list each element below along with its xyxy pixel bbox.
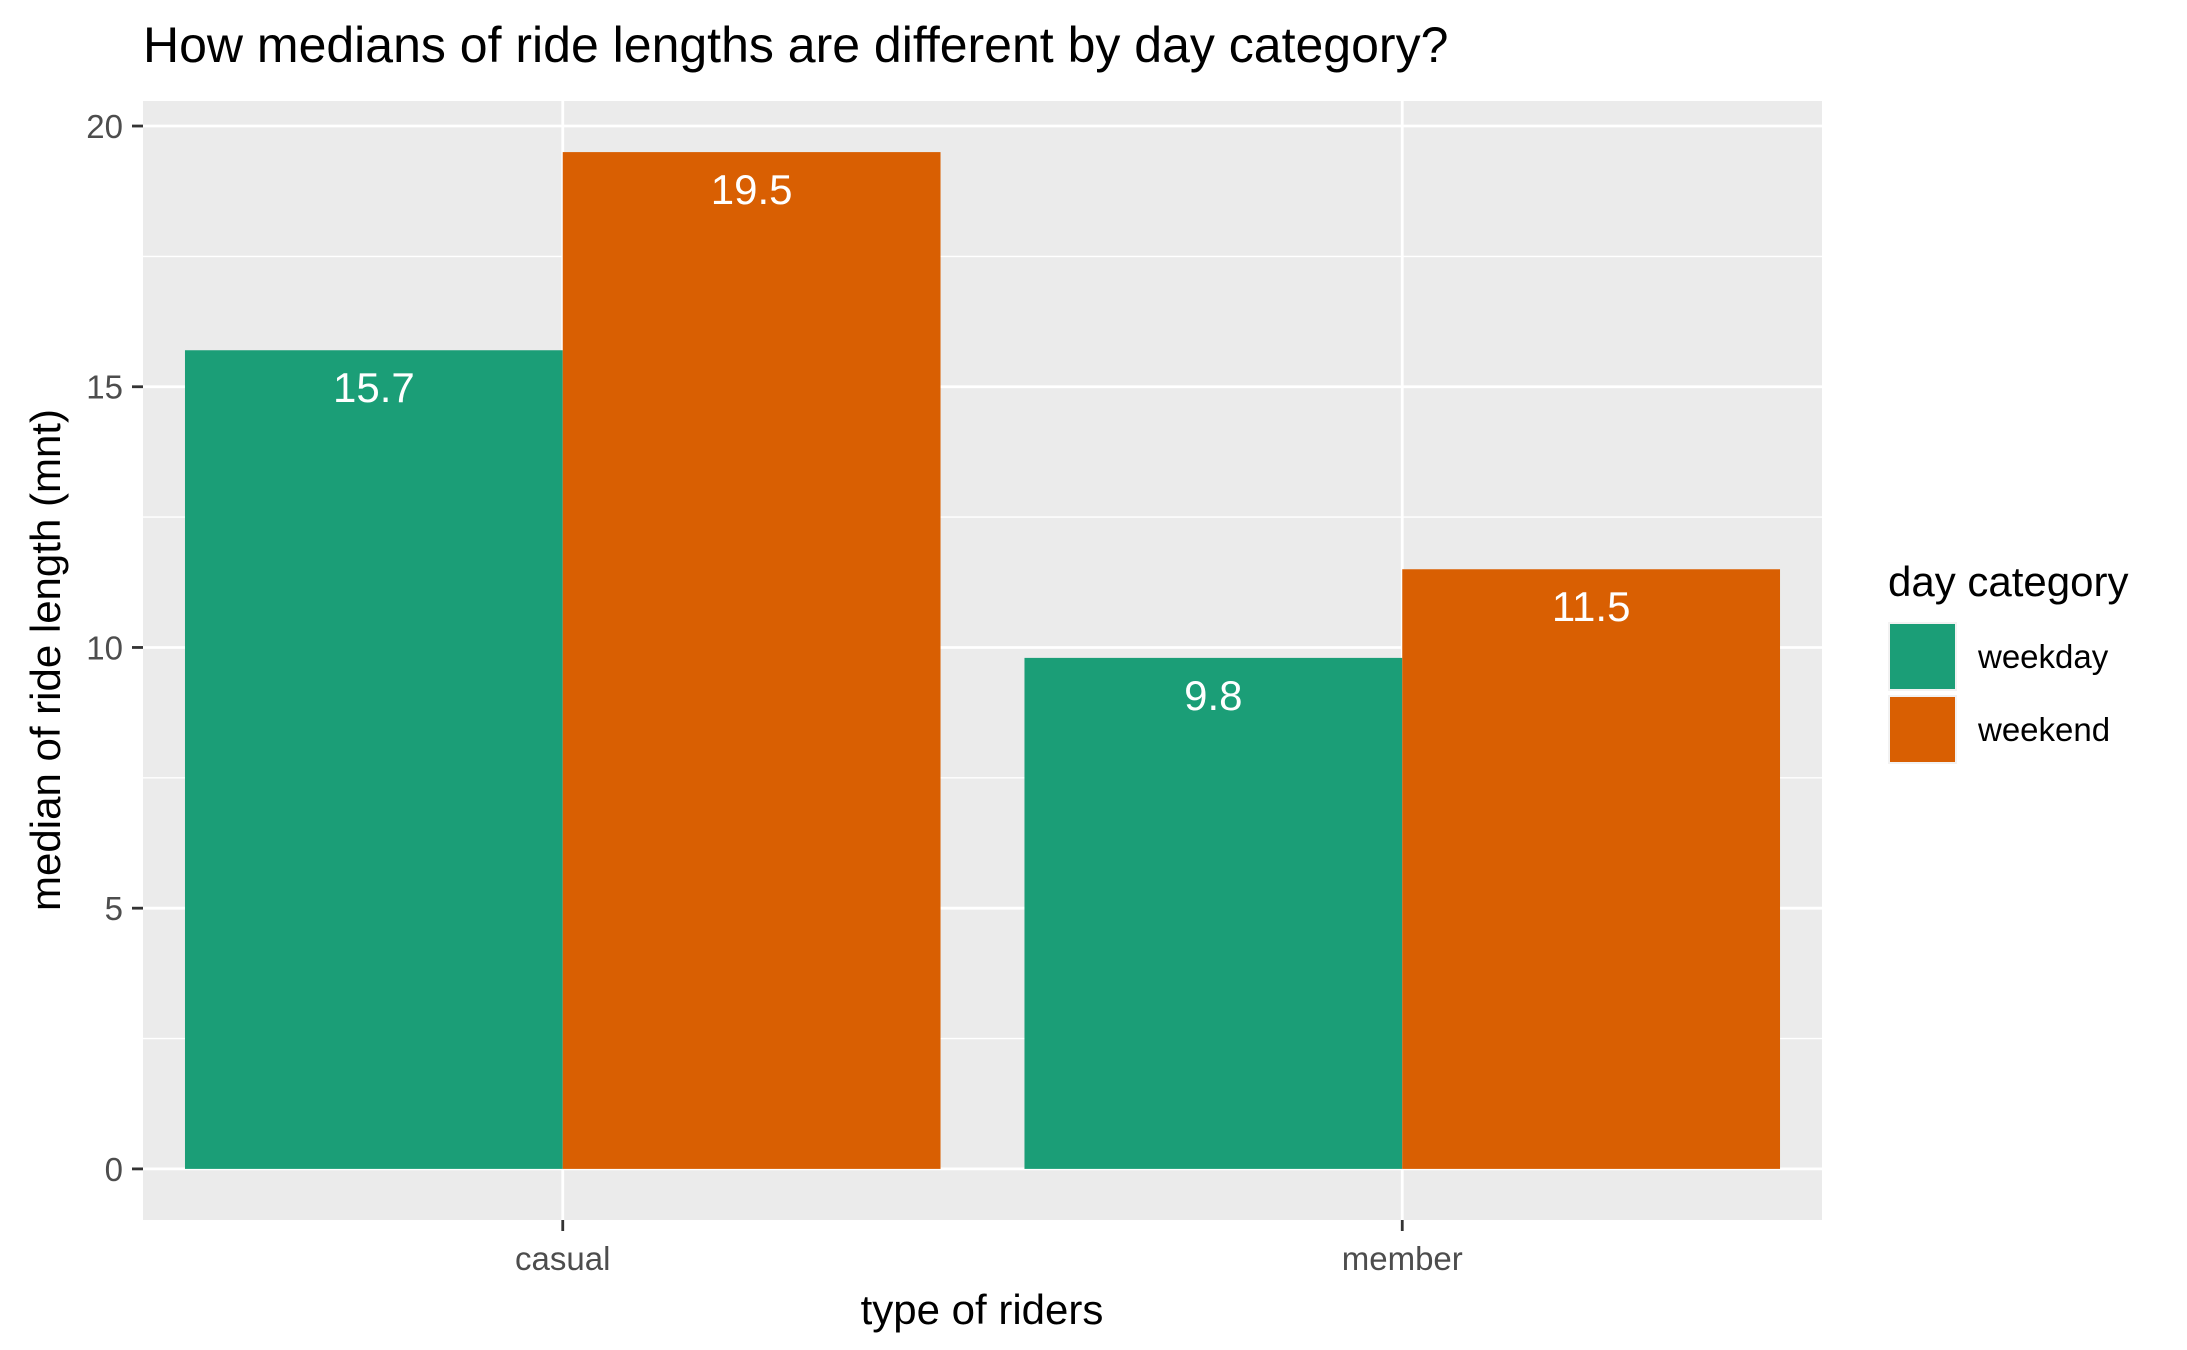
y-axis: 0 5 10 15 20 (86, 108, 143, 1188)
y-tick-label: 20 (86, 108, 123, 145)
y-axis-label: median of ride length (mnt) (22, 409, 69, 911)
x-tick-label: casual (515, 1240, 610, 1277)
legend-swatch-weekday (1890, 624, 1955, 689)
x-axis: casual member (515, 1220, 1463, 1277)
legend-label: weekday (1977, 638, 2109, 675)
legend-label: weekend (1977, 711, 2110, 748)
legend-title: day category (1888, 558, 2128, 605)
legend-items: weekday weekend (1888, 622, 2110, 764)
bar-value-label: 11.5 (1552, 583, 1631, 630)
legend: day category weekday weekend (1888, 558, 2128, 764)
bar-weekday-casual (184, 350, 563, 1169)
x-axis-label: type of riders (861, 1286, 1104, 1333)
y-tick-label: 15 (86, 369, 123, 406)
bar-labels: 15.7 19.5 9.8 11.5 (333, 166, 1630, 719)
bar-weekend-member (1402, 569, 1781, 1169)
bar-value-label: 15.7 (333, 364, 415, 411)
y-tick-label: 0 (105, 1151, 123, 1188)
y-tick-label: 10 (86, 629, 123, 666)
bar-weekend-casual (562, 152, 941, 1169)
legend-swatch-weekend (1890, 697, 1955, 762)
bars (184, 152, 1781, 1169)
y-tick-label: 5 (105, 890, 123, 927)
x-tick-label: member (1342, 1240, 1463, 1277)
chart-title: How medians of ride lengths are differen… (143, 17, 1448, 73)
bar-weekday-member (1024, 657, 1403, 1169)
bar-value-label: 9.8 (1184, 672, 1242, 719)
bar-value-label: 19.5 (711, 166, 793, 213)
